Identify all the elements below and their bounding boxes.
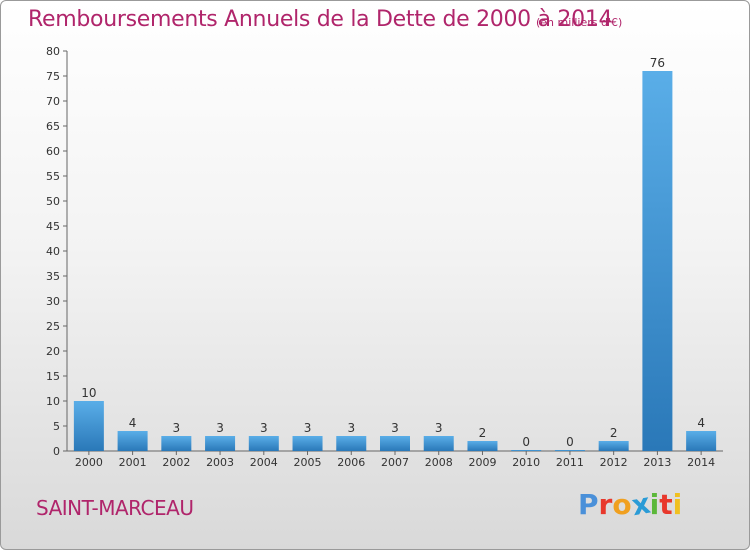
value-label-2000: 10 [81, 386, 96, 400]
value-label-2001: 4 [129, 416, 137, 430]
logo-letter: t [659, 488, 673, 521]
x-tick-label: 2000 [75, 456, 103, 469]
bar-2007 [380, 436, 410, 451]
x-tick-label: 2011 [556, 456, 584, 469]
logo-letter: i [649, 488, 660, 521]
y-tick-label: 50 [46, 195, 60, 208]
x-tick-label: 2001 [119, 456, 147, 469]
chart-unit-subtitle: (en milliers d'€) [536, 16, 623, 29]
x-tick-label: 2007 [381, 456, 409, 469]
y-tick-label: 40 [46, 245, 60, 258]
value-label-2014: 4 [697, 416, 705, 430]
y-tick-label: 60 [46, 145, 60, 158]
x-tick-label: 2004 [250, 456, 278, 469]
y-tick-label: 0 [53, 445, 60, 458]
y-tick-label: 15 [46, 370, 60, 383]
y-tick-label: 70 [46, 95, 60, 108]
x-axis: 2000 2001 2002 2003 2004 2005 2006 2007 2008 2009… [67, 450, 723, 469]
x-tick-label: 2010 [512, 456, 540, 469]
x-tick-label: 2012 [600, 456, 628, 469]
value-label-2011: 0 [566, 435, 574, 449]
bar-2009 [467, 441, 498, 451]
y-tick-label: 45 [46, 220, 60, 233]
y-tick-label: 55 [46, 170, 60, 183]
y-tick-label: 65 [46, 120, 60, 133]
bar-2008 [423, 436, 454, 451]
chart-title: Remboursements Annuels de la Dette de 20… [28, 7, 613, 32]
value-label-2006: 3 [347, 421, 355, 435]
y-tick-label: 35 [46, 270, 60, 283]
bar-2010 [511, 450, 542, 451]
value-label-2002: 3 [173, 421, 181, 435]
bar-2004 [248, 436, 279, 451]
value-label-2003: 3 [216, 421, 224, 435]
logo-letter: r [598, 488, 613, 521]
logo-letter: i [672, 488, 683, 521]
bar-2005 [292, 436, 323, 451]
value-label-2010: 0 [522, 435, 530, 449]
value-label-2013: 76 [650, 56, 665, 70]
x-tick-label: 2014 [687, 456, 715, 469]
y-tick-label: 25 [46, 320, 60, 333]
bar-2003 [205, 436, 236, 451]
bar-2011 [554, 450, 585, 451]
y-tick-label: 20 [46, 345, 60, 358]
y-tick-label: 10 [46, 395, 60, 408]
proxiti-logo[interactable]: Proxiti [578, 487, 683, 523]
y-tick-label: 30 [46, 295, 60, 308]
logo-letter: P [578, 488, 599, 521]
bar-2006 [336, 436, 367, 451]
y-tick-label: 5 [53, 420, 60, 433]
bar-2001 [117, 431, 148, 451]
x-tick-label: 2003 [206, 456, 234, 469]
bar-2013 [642, 71, 673, 451]
x-tick-label: 2008 [425, 456, 453, 469]
bar-2014 [686, 431, 717, 451]
x-tick-label: 2013 [643, 456, 671, 469]
value-label-2009: 2 [479, 426, 487, 440]
value-label-2007: 3 [391, 421, 399, 435]
x-tick-label: 2006 [337, 456, 365, 469]
bar-2000 [73, 401, 104, 451]
logo-letter: o [612, 488, 632, 521]
value-labels: 10 4 3 3 3 3 3 3 3 2 0 0 2 76 4 [81, 56, 705, 449]
value-label-2008: 3 [435, 421, 443, 435]
bar-2012 [598, 441, 629, 451]
bars [73, 71, 717, 451]
value-label-2005: 3 [304, 421, 312, 435]
x-tick-label: 2009 [468, 456, 496, 469]
y-tick-label: 80 [46, 45, 60, 58]
x-tick-label: 2005 [294, 456, 322, 469]
y-axis: 0 5 10 15 20 25 30 35 40 45 50 55 60 65 70 75 80 [46, 45, 68, 458]
value-label-2004: 3 [260, 421, 268, 435]
value-label-2012: 2 [610, 426, 618, 440]
x-tick-label: 2002 [162, 456, 190, 469]
town-name: SAINT-MARCEAU [36, 496, 194, 520]
y-tick-label: 75 [46, 70, 60, 83]
bar-2002 [161, 436, 192, 451]
